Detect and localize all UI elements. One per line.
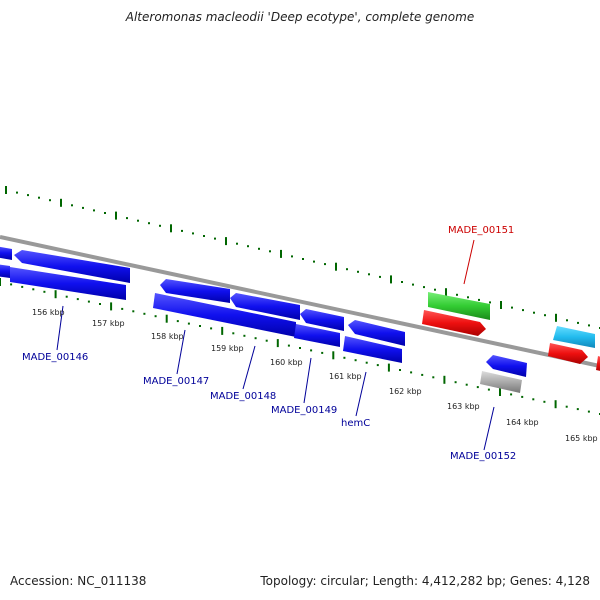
gene-block[interactable]	[153, 293, 296, 337]
gene-block[interactable]	[343, 336, 402, 363]
gene-label[interactable]: hemC	[341, 418, 370, 429]
gene-block[interactable]	[230, 293, 300, 320]
upper-scale-track	[5, 186, 600, 329]
gene-block[interactable]	[14, 250, 130, 283]
reverse-strand-genes	[0, 264, 600, 393]
accession-text: Accession: NC_011138	[10, 574, 147, 588]
scale-label: 160 kbp	[270, 358, 303, 367]
scale-label: 162 kbp	[389, 387, 422, 396]
gene-block[interactable]	[10, 267, 126, 300]
gene-block[interactable]	[300, 309, 344, 331]
scale-label: 157 kbp	[92, 319, 125, 328]
gene-block[interactable]	[0, 246, 12, 260]
scale-label: 159 kbp	[211, 344, 244, 353]
scale-label: 156 kbp	[32, 308, 65, 317]
scale-label: 158 kbp	[151, 332, 184, 341]
gene-label-leaders	[56, 305, 495, 451]
gene-block[interactable]	[486, 355, 527, 377]
gene-label[interactable]: MADE_00149	[271, 405, 337, 416]
scale-label: 163 kbp	[447, 402, 480, 411]
gene-label-highlighted[interactable]: MADE_00151	[448, 225, 514, 236]
gene-block[interactable]	[553, 326, 595, 348]
genome-summary-text: Topology: circular; Length: 4,412,282 bp…	[260, 574, 590, 588]
gene-labels: MADE_00146 MADE_00147 MADE_00148 MADE_00…	[22, 352, 516, 462]
highlight-leader	[463, 239, 475, 285]
gene-block[interactable]	[596, 356, 600, 372]
gene-block[interactable]	[160, 279, 230, 303]
genome-backbone	[0, 235, 600, 368]
gene-label[interactable]: MADE_00148	[210, 391, 276, 402]
gene-label[interactable]: MADE_00147	[143, 376, 209, 387]
scale-label: 161 kbp	[329, 372, 362, 381]
gene-label[interactable]: MADE_00152	[450, 451, 516, 462]
gene-block[interactable]	[294, 324, 340, 347]
scale-label: 165 kbp	[565, 434, 598, 443]
gene-block[interactable]	[422, 310, 486, 336]
lower-scale-track	[0, 278, 600, 415]
gene-block[interactable]	[428, 292, 490, 320]
gene-block[interactable]	[0, 264, 10, 278]
gene-block[interactable]	[548, 343, 588, 364]
gene-block[interactable]	[348, 320, 405, 346]
forward-strand-genes	[0, 246, 595, 348]
gene-block[interactable]	[480, 371, 522, 393]
map-title: Alteromonas macleodii 'Deep ecotype', co…	[125, 10, 475, 24]
gene-label[interactable]: MADE_00146	[22, 352, 88, 363]
scale-labels: 156 kbp 157 kbp 158 kbp 159 kbp 160 kbp …	[32, 308, 598, 443]
scale-label: 164 kbp	[506, 418, 539, 427]
